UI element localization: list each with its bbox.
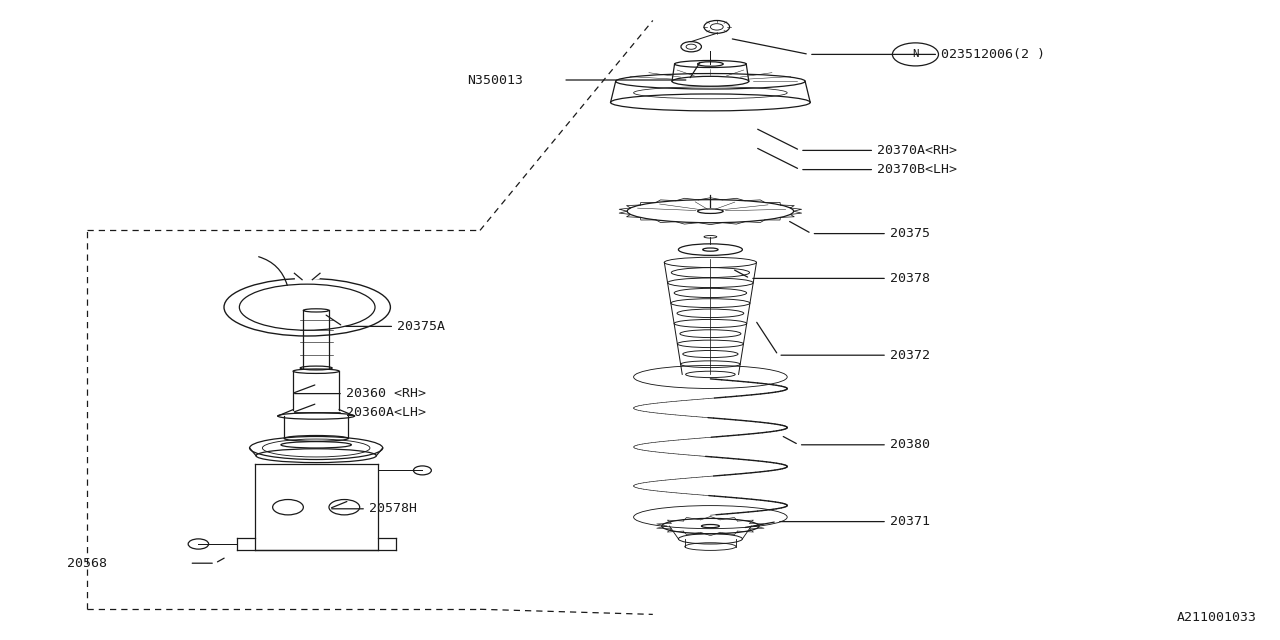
- Text: 023512006(2 ): 023512006(2 ): [941, 48, 1044, 61]
- Text: 20578H: 20578H: [369, 502, 417, 515]
- Text: 20375A: 20375A: [397, 320, 445, 333]
- Text: N350013: N350013: [467, 74, 524, 86]
- Text: 20370B<LH>: 20370B<LH>: [877, 163, 957, 176]
- Text: 20370A<RH>: 20370A<RH>: [877, 144, 957, 157]
- Text: A211001033: A211001033: [1178, 611, 1257, 624]
- Text: 20375: 20375: [890, 227, 929, 240]
- Text: 20568: 20568: [67, 557, 106, 570]
- Text: 20378: 20378: [890, 272, 929, 285]
- Text: N: N: [913, 49, 919, 60]
- Text: 20360A<LH>: 20360A<LH>: [346, 406, 425, 419]
- Text: 20372: 20372: [890, 349, 929, 362]
- Text: 20360 <RH>: 20360 <RH>: [346, 387, 425, 400]
- Text: 20371: 20371: [890, 515, 929, 528]
- Text: 20380: 20380: [890, 438, 929, 451]
